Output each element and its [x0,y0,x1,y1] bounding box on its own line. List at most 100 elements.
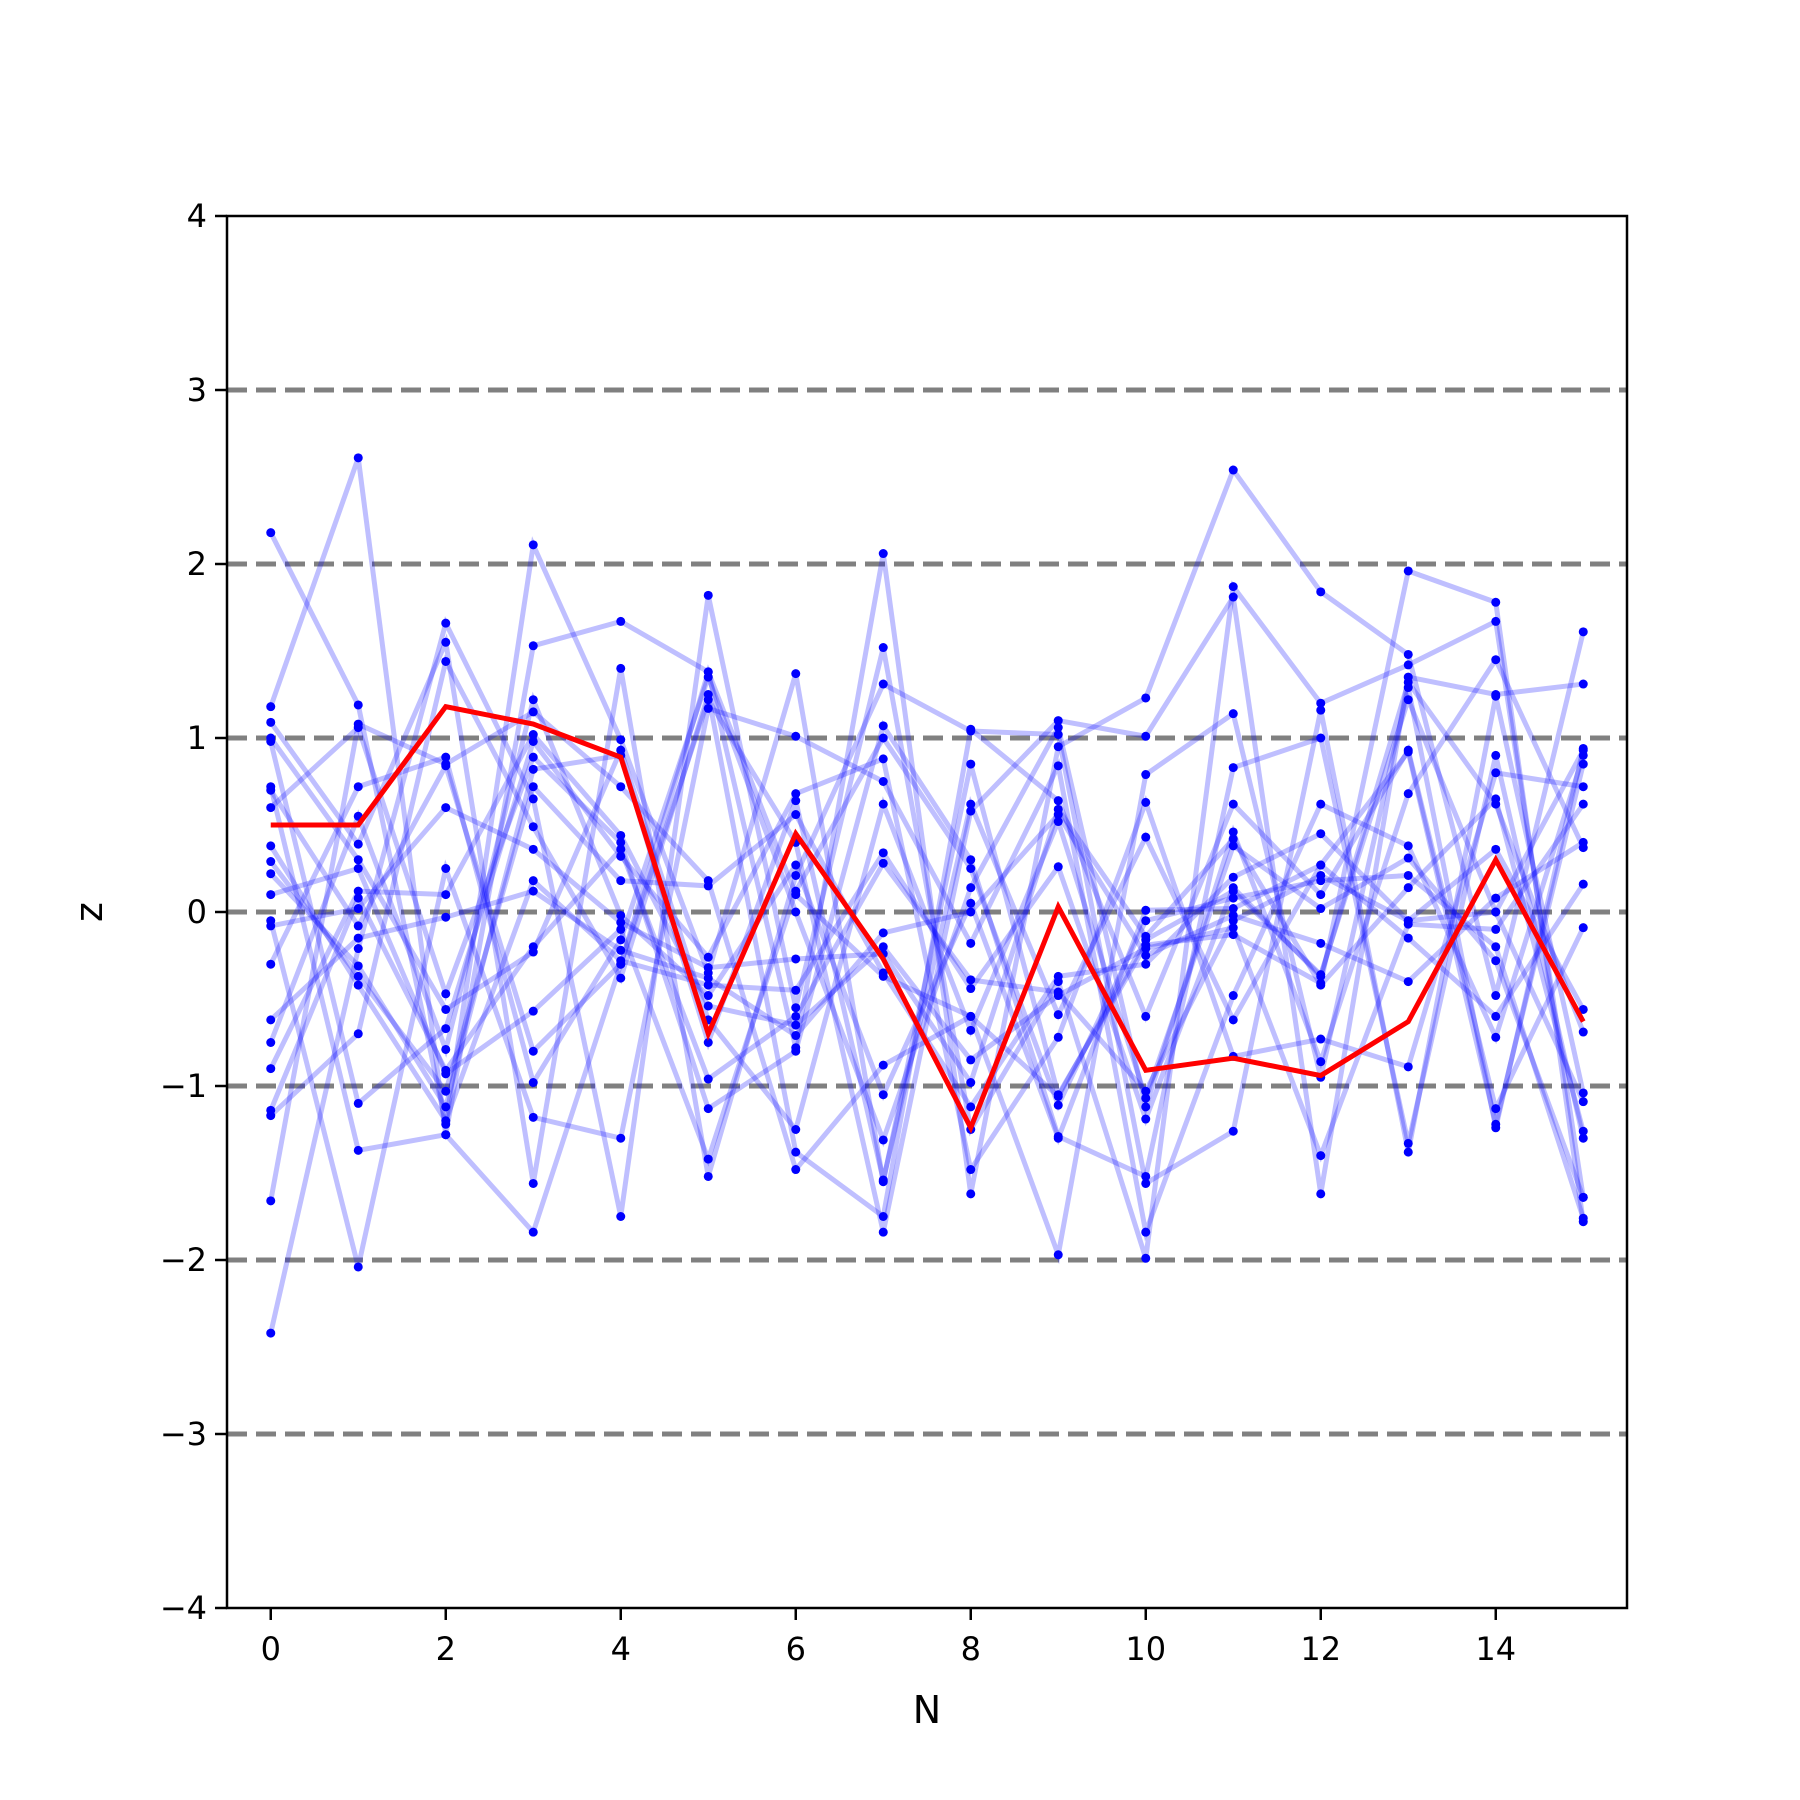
sample-point-20-12 [1316,870,1326,880]
sample-point-16-13 [1403,870,1413,880]
sample-point-19-1 [353,904,363,914]
sample-point-12-9 [1053,817,1063,827]
sample-point-11-3 [528,764,538,774]
sample-point-18-1 [353,971,363,981]
y-tick-label--4: −4 [160,1589,207,1627]
sample-point-4-15 [1578,1088,1588,1098]
x-tick-label-6: 6 [786,1630,806,1668]
sample-point-21-4 [616,959,626,969]
sample-point-1-10 [1141,693,1151,703]
sample-point-13-12 [1316,860,1326,870]
sample-point-20-7 [878,858,888,868]
sample-point-1-3 [528,641,538,651]
sample-point-4-0 [266,717,276,727]
sample-point-16-15 [1578,1213,1588,1223]
sample-point-0-1 [353,700,363,710]
sample-point-9-14 [1491,768,1501,778]
sample-point-12-0 [266,733,276,743]
sample-point-2-12 [1316,698,1326,708]
sample-point-0-3 [528,540,538,550]
sample-point-4-10 [1141,1178,1151,1188]
sample-point-6-12 [1316,799,1326,809]
sample-point-10-13 [1403,789,1413,799]
sample-point-21-2 [441,761,451,771]
sample-point-1-14 [1491,991,1501,1001]
sample-point-0-4 [616,735,626,745]
sample-point-13-6 [791,860,801,870]
sample-point-0-6 [791,669,801,679]
sample-point-15-2 [441,890,451,900]
sample-point-15-14 [1491,924,1501,934]
sample-point-5-3 [528,707,538,717]
sample-point-17-3 [528,886,538,896]
sample-point-12-4 [616,745,626,755]
sample-line-8 [269,654,1586,1221]
sample-point-19-14 [1491,794,1501,804]
sample-point-13-2 [441,1044,451,1054]
sample-point-2-10 [1141,1253,1151,1263]
sample-point-7-8 [966,855,976,865]
sample-point-14-10 [1141,1114,1151,1124]
sample-point-15-12 [1316,1151,1326,1161]
sample-point-4-1 [353,839,363,849]
sample-point-21-11 [1228,886,1238,896]
sample-point-19-4 [616,917,626,927]
sample-point-8-6 [791,1147,801,1157]
sample-point-10-1 [353,782,363,792]
sample-point-0-8 [966,759,976,769]
x-axis-ticks: 0 2 4 6 8 10 12 14 [261,1608,1516,1668]
sample-point-9-1 [353,1098,363,1108]
sample-point-20-2 [441,1065,451,1075]
sample-point-16-8 [966,864,976,873]
sample-point-16-3 [528,1006,538,1016]
sample-line-1 [268,457,1586,1195]
sample-point-6-2 [441,864,451,873]
sample-point-0-14 [1491,597,1501,607]
sample-point-12-1 [353,855,363,865]
sample-point-10-0 [266,959,276,969]
sample-point-7-6 [791,1046,801,1056]
sample-point-20-13 [1403,916,1413,926]
sample-point-12-12 [1316,904,1326,914]
sample-point-21-3 [528,1046,538,1056]
sample-line-17 [269,810,1585,1039]
sample-point-21-6 [791,890,801,900]
sample-point-7-12 [1316,733,1326,743]
sample-line-14 [268,676,1586,1127]
sample-point-2-0 [266,1328,276,1338]
sample-point-7-15 [1578,1133,1588,1143]
sample-point-20-9 [1053,987,1063,997]
sample-point-3-1 [353,1145,363,1155]
sample-line-2 [268,580,1586,1334]
sample-point-14-2 [441,1116,451,1126]
sample-point-15-3 [528,730,538,740]
sample-point-13-13 [1403,933,1413,943]
sample-point-20-0 [266,1105,276,1115]
sample-point-19-5 [703,963,713,973]
sample-point-5-6 [791,1165,801,1175]
sample-point-18-9 [1053,971,1063,981]
sample-line-13 [268,691,1586,1146]
sample-point-17-2 [441,912,451,922]
sample-point-21-9 [1053,1091,1063,1101]
sample-point-16-14 [1491,942,1501,952]
sample-point-19-0 [266,921,276,931]
sample-point-6-8 [966,938,976,948]
sample-line-10 [268,654,1586,1148]
y-tick-label-0: 0 [187,893,207,931]
sample-point-8-9 [1053,796,1063,806]
x-tick-label-2: 2 [436,1630,456,1668]
sample-line-6 [268,705,1586,1268]
sample-point-5-9 [1053,1250,1063,1260]
sample-point-9-9 [1053,1032,1063,1042]
sample-point-17-7 [878,928,888,938]
sample-point-4-2 [441,637,451,647]
sample-point-18-15 [1578,1004,1588,1014]
x-tick-label-10: 10 [1125,1630,1166,1668]
sample-point-8-3 [528,822,538,832]
sample-point-2-11 [1228,582,1238,592]
sample-point-7-2 [441,989,451,999]
sample-point-7-4 [616,837,626,847]
sample-point-4-11 [1228,1126,1238,1136]
